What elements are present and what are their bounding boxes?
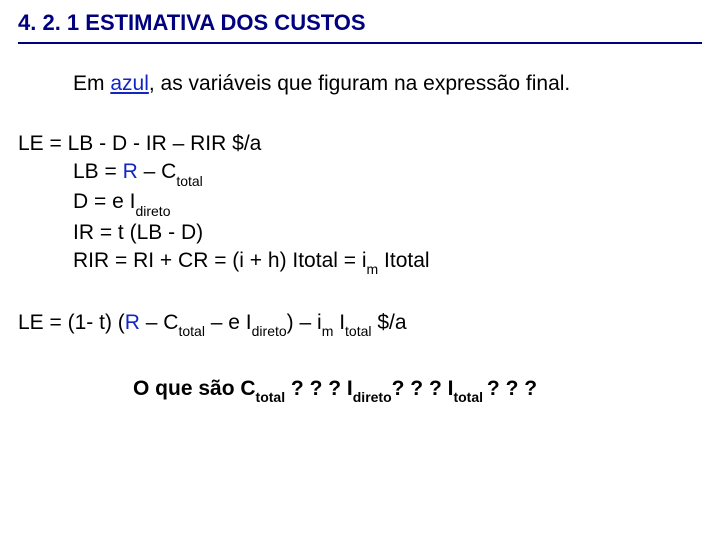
eq-d-sub: direto [135, 203, 170, 219]
q-b: ? ? ? I [285, 377, 353, 400]
intro-post: , as variáveis que figuram na expressão … [149, 72, 570, 95]
eq2-tail: $/a [372, 311, 407, 334]
eq2-d-sub: m [322, 323, 334, 339]
eq-lb-post: – C [138, 160, 177, 183]
slide: 4. 2. 1 ESTIMATIVA DOS CUSTOS Em azul, a… [0, 0, 720, 540]
eq2-e-sub: total [345, 323, 371, 339]
intro-pre: Em [73, 72, 110, 95]
eq-lb: LB = R – Ctotal [73, 158, 702, 188]
eq2-b-sub: total [178, 323, 204, 339]
intro-blue-word: azul [110, 72, 149, 95]
eq-rir: RIR = RI + CR = (i + h) Itotal = im Itot… [73, 247, 702, 277]
q-c-sub: total [453, 389, 486, 405]
q-b-sub: direto [353, 389, 392, 405]
section-title: 4. 2. 1 ESTIMATIVA DOS CUSTOS [18, 10, 702, 44]
intro-line: Em azul, as variáveis que figuram na exp… [73, 72, 702, 96]
eq2-c: – e I [205, 311, 252, 334]
eq-rir-b: Itotal [378, 249, 429, 272]
eq2-c-sub: direto [252, 323, 287, 339]
q-a-sub: total [256, 389, 286, 405]
eq-d: D = e Idireto [73, 188, 702, 218]
eq2-e: I [333, 311, 345, 334]
eq-lb-sub: total [176, 173, 202, 189]
eq-rir-sub: m [367, 261, 379, 277]
eq2-a: LE = (1- t) ( [18, 311, 125, 334]
eq2-d: ) – i [287, 311, 322, 334]
q-c: ? ? ? I [392, 377, 454, 400]
eq-rir-a: RIR = RI + CR = (i + h) Itotal = i [73, 249, 367, 272]
eq-le: LE = LB - D - IR – RIR $/a [18, 130, 702, 158]
equation-block-1: LE = LB - D - IR – RIR $/a LB = R – Ctot… [18, 130, 702, 277]
eq2-b: – C [140, 311, 179, 334]
eq-lb-pre: LB = [73, 160, 123, 183]
eq-lb-R: R [123, 160, 138, 183]
eq-ir: IR = t (LB - D) [73, 219, 702, 247]
q-a: O que são C [133, 377, 256, 400]
eq2-R: R [125, 311, 140, 334]
equation-final: LE = (1- t) (R – Ctotal – e Idireto) – i… [18, 311, 702, 337]
q-d: ? ? ? [487, 377, 537, 400]
question-line: O que são Ctotal ? ? ? Idireto? ? ? Itot… [133, 377, 702, 403]
eq-d-txt: D = e I [73, 190, 135, 213]
